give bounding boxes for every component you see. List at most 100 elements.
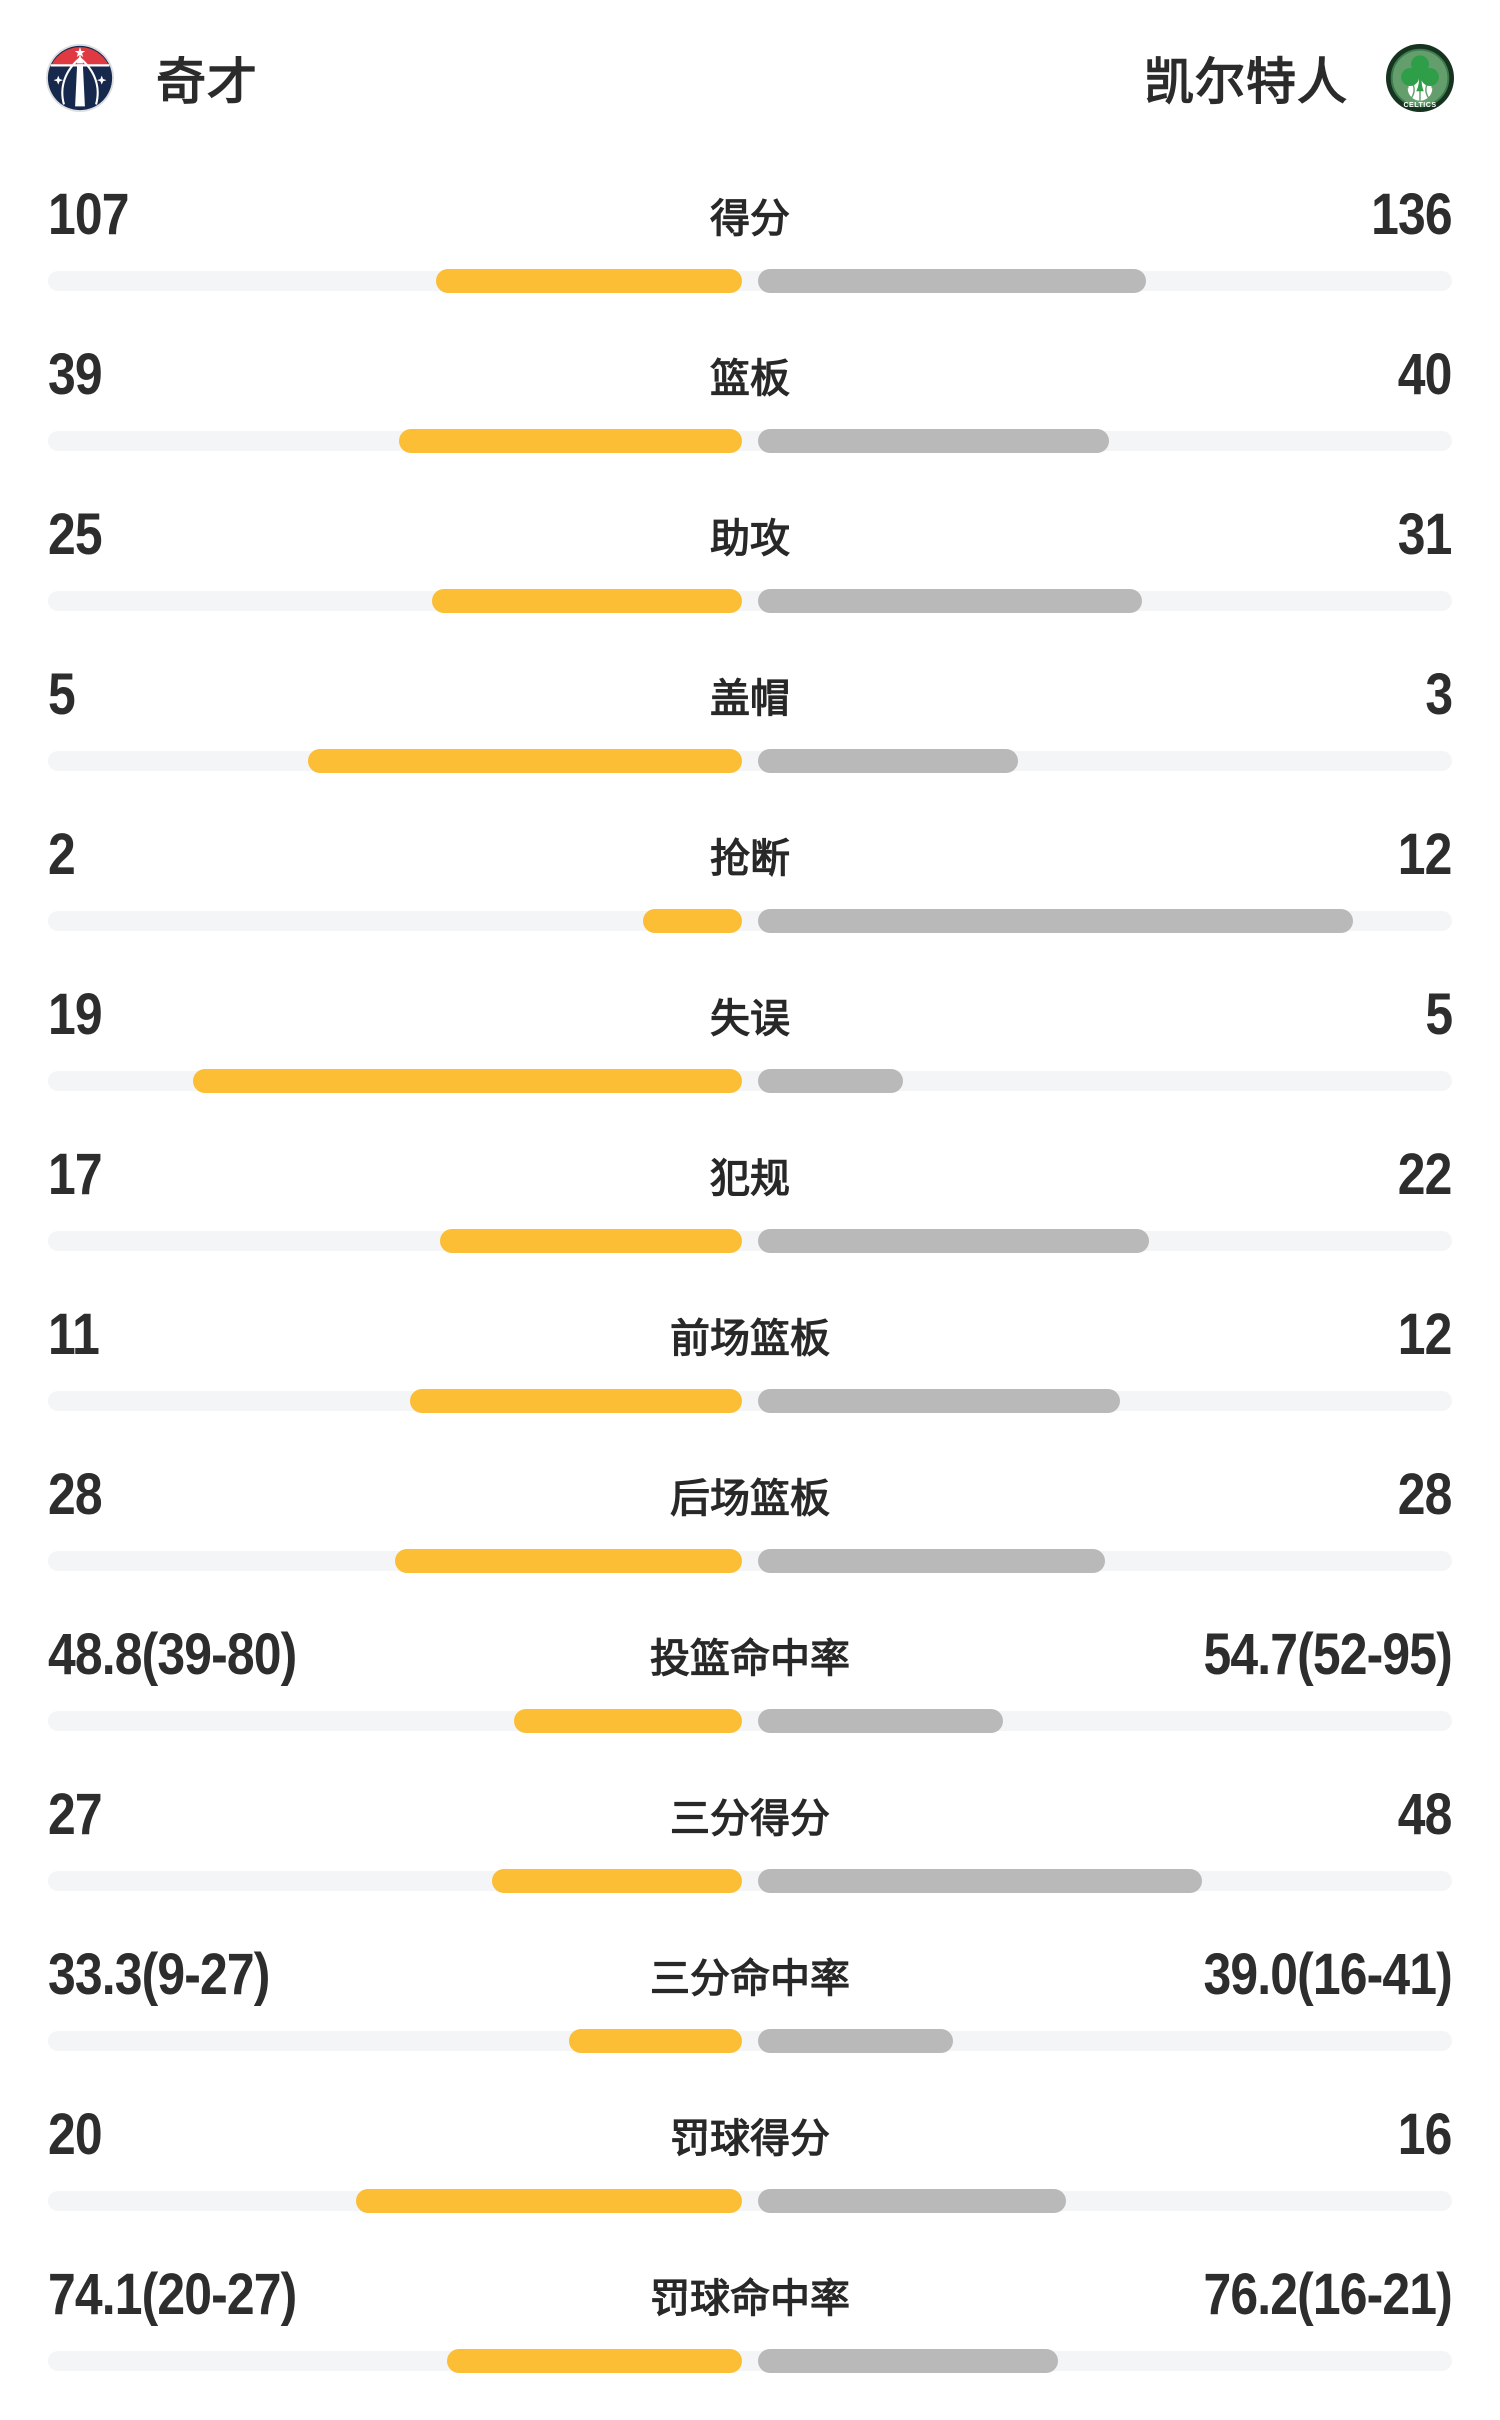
home-stat-value: 25 <box>48 502 103 567</box>
home-bar <box>410 1389 742 1413</box>
bar-track <box>48 271 1452 291</box>
away-stat-value: 5 <box>1425 982 1453 1047</box>
home-team-name: 奇才 <box>156 54 258 110</box>
away-stat-value: 31 <box>1398 502 1453 567</box>
bar-track <box>48 2191 1452 2211</box>
away-bar <box>758 1389 1121 1413</box>
home-team[interactable]: 奇才 <box>46 42 258 114</box>
away-stat-value: 22 <box>1398 1142 1453 1207</box>
away-stat-value: 28 <box>1398 1462 1453 1527</box>
stat-label: 抢断 <box>710 837 790 881</box>
away-bar <box>758 1069 903 1093</box>
away-bar <box>758 589 1143 613</box>
stat-line: 5 盖帽 3 <box>48 660 1453 728</box>
stat-label: 罚球得分 <box>670 2117 830 2161</box>
home-stat-value: 33.3(9-27) <box>48 1942 270 2007</box>
away-stat-value: 76.2(16-21) <box>1203 2262 1453 2327</box>
home-bar <box>439 1229 742 1253</box>
stat-row: 28 后场篮板 28 <box>0 1460 1500 1620</box>
bar-track <box>48 1391 1452 1411</box>
bar-track <box>48 2351 1452 2371</box>
home-stat-value: 11 <box>48 1302 100 1367</box>
wizards-logo <box>46 44 114 112</box>
home-stat-value: 5 <box>48 662 76 727</box>
stat-row: 33.3(9-27) 三分命中率 39.0(16-41) <box>0 1940 1500 2100</box>
stat-row: 2 抢断 12 <box>0 820 1500 980</box>
away-bar <box>758 2029 953 2053</box>
home-stat-value: 48.8(39-80) <box>48 1622 297 1687</box>
stat-line: 25 助攻 31 <box>48 500 1453 568</box>
stat-line: 48.8(39-80) 投篮命中率 54.7(52-95) <box>48 1620 1453 1688</box>
away-bar <box>758 749 1019 773</box>
stat-line: 2 抢断 12 <box>48 820 1453 888</box>
home-stat-value: 27 <box>48 1782 103 1847</box>
home-bar <box>399 429 742 453</box>
stat-line: 107 得分 136 <box>48 180 1453 248</box>
home-stat-value: 2 <box>48 822 76 887</box>
home-stat-value: 74.1(20-27) <box>48 2262 297 2327</box>
home-bar <box>192 1069 742 1093</box>
home-bar <box>446 2349 742 2373</box>
stat-label: 罚球命中率 <box>650 2277 850 2321</box>
stat-label: 得分 <box>710 197 790 241</box>
away-bar <box>758 909 1353 933</box>
away-bar <box>758 2349 1059 2373</box>
home-bar <box>514 1709 742 1733</box>
stat-row: 27 三分得分 48 <box>0 1780 1500 1940</box>
away-stat-value: 39.0(16-41) <box>1203 1942 1453 2007</box>
stats-list: 107 得分 136 39 篮板 40 25 助攻 31 5 盖帽 3 2 抢断 12 19 失误 5 17 犯规 22… <box>0 180 1500 2420</box>
away-stat-value: 54.7(52-95) <box>1203 1622 1453 1687</box>
home-bar <box>395 1549 742 1573</box>
away-bar <box>758 1709 1004 1733</box>
stat-label: 三分命中率 <box>650 1957 850 2001</box>
bar-track <box>48 751 1452 771</box>
stat-line: 28 后场篮板 28 <box>48 1460 1453 1528</box>
stat-label: 后场篮板 <box>670 1477 830 1521</box>
away-bar <box>758 429 1110 453</box>
stat-row: 19 失误 5 <box>0 980 1500 1140</box>
bar-track <box>48 1871 1452 1891</box>
home-bar <box>356 2189 742 2213</box>
away-stat-value: 48 <box>1398 1782 1453 1847</box>
stat-label: 盖帽 <box>710 677 790 721</box>
away-bar <box>758 1869 1203 1893</box>
stat-line: 39 篮板 40 <box>48 340 1453 408</box>
stat-label: 投篮命中率 <box>650 1637 850 1681</box>
away-stat-value: 12 <box>1398 1302 1453 1367</box>
away-bar <box>758 269 1147 293</box>
stat-label: 犯规 <box>710 1157 790 1201</box>
stat-row: 39 篮板 40 <box>0 340 1500 500</box>
home-stat-value: 107 <box>48 182 130 247</box>
home-bar <box>492 1869 742 1893</box>
home-stat-value: 20 <box>48 2102 103 2167</box>
bar-track <box>48 431 1452 451</box>
home-stat-value: 28 <box>48 1462 103 1527</box>
stat-row: 107 得分 136 <box>0 180 1500 340</box>
home-stat-value: 19 <box>48 982 103 1047</box>
stat-line: 20 罚球得分 16 <box>48 2100 1453 2168</box>
away-stat-value: 16 <box>1398 2102 1453 2167</box>
bar-track <box>48 1551 1452 1571</box>
home-bar <box>308 749 742 773</box>
stat-row: 74.1(20-27) 罚球命中率 76.2(16-21) <box>0 2260 1500 2420</box>
stat-row: 48.8(39-80) 投篮命中率 54.7(52-95) <box>0 1620 1500 1780</box>
stat-line: 19 失误 5 <box>48 980 1453 1048</box>
stat-row: 20 罚球得分 16 <box>0 2100 1500 2260</box>
home-bar <box>642 909 742 933</box>
bar-track <box>48 591 1452 611</box>
stat-line: 74.1(20-27) 罚球命中率 76.2(16-21) <box>48 2260 1453 2328</box>
stat-label: 前场篮板 <box>670 1317 830 1361</box>
home-bar <box>568 2029 742 2053</box>
away-stat-value: 136 <box>1371 182 1453 247</box>
away-bar <box>758 1549 1105 1573</box>
away-stat-value: 12 <box>1398 822 1453 887</box>
stat-row: 11 前场篮板 12 <box>0 1300 1500 1460</box>
home-bar <box>436 269 742 293</box>
away-team[interactable]: 凯尔特人 CELTICS <box>1144 42 1454 114</box>
away-stat-value: 40 <box>1398 342 1453 407</box>
stat-line: 17 犯规 22 <box>48 1140 1453 1208</box>
bar-track <box>48 2031 1452 2051</box>
away-team-name: 凯尔特人 <box>1144 54 1348 110</box>
stat-row: 17 犯规 22 <box>0 1140 1500 1300</box>
